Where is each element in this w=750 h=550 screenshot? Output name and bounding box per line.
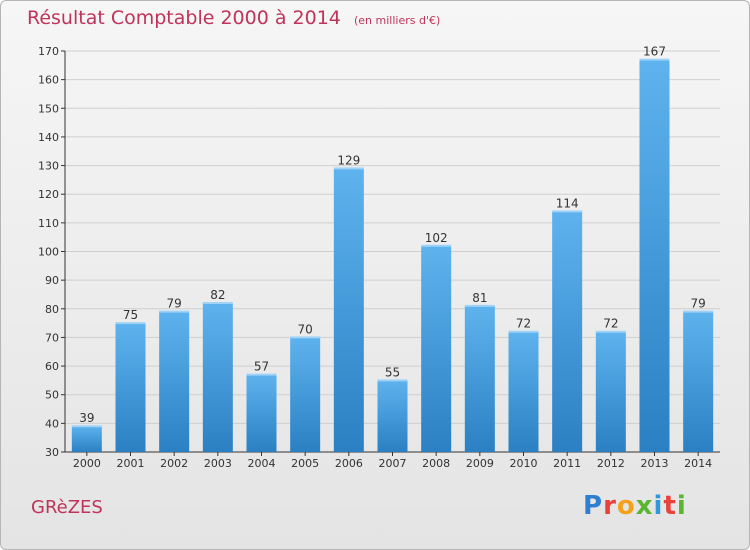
y-tick-label: 80: [45, 303, 59, 316]
y-tick-label: 140: [38, 131, 59, 144]
bar: [202, 303, 233, 452]
bar: [159, 311, 190, 452]
y-tick-label: 100: [38, 246, 59, 259]
x-tick-label: 2000: [73, 457, 101, 470]
data-label: 79: [691, 297, 706, 311]
title-row: Résultat Comptable 2000 à 2014 (en milli…: [27, 7, 440, 29]
logo-letter: r: [603, 491, 617, 521]
data-label: 114: [556, 196, 579, 210]
x-tick-label: 2009: [466, 457, 494, 470]
y-tick-label: 40: [45, 417, 59, 430]
data-label: 82: [210, 288, 225, 302]
x-tick-label: 2003: [204, 457, 232, 470]
bar: [421, 245, 452, 452]
logo-letter: i: [676, 491, 687, 521]
data-label: 79: [167, 297, 182, 311]
chart-subtitle: (en milliers d'€): [353, 14, 441, 27]
proxiti-logo: Proxiti: [583, 491, 687, 521]
bar: [377, 380, 408, 452]
logo-letter: i: [653, 491, 664, 521]
bar: [290, 337, 321, 452]
logo-letter: o: [616, 491, 636, 521]
bar: [639, 59, 670, 452]
y-tick-label: 70: [45, 331, 59, 344]
x-tick-label: 2014: [684, 457, 712, 470]
bar: [333, 168, 364, 452]
y-tick-label: 90: [45, 274, 59, 287]
logo-letter: x: [635, 491, 654, 521]
data-label: 55: [385, 365, 400, 379]
x-tick-label: 2004: [248, 457, 276, 470]
logo-letter: t: [663, 491, 677, 521]
data-label: 129: [337, 153, 360, 167]
data-label: 167: [643, 45, 666, 59]
y-tick-label: 120: [38, 188, 59, 201]
y-tick-label: 110: [38, 217, 59, 230]
bar: [115, 323, 146, 452]
bar: [508, 331, 539, 452]
y-tick-label: 170: [38, 45, 59, 58]
data-label: 57: [254, 360, 269, 374]
bar: [552, 211, 583, 452]
x-tick-label: 2005: [291, 457, 319, 470]
y-tick-label: 30: [45, 446, 59, 459]
x-tick-label: 2002: [160, 457, 188, 470]
x-tick-label: 2007: [379, 457, 407, 470]
commune-name: GRèZES: [31, 497, 103, 518]
bar: [246, 374, 277, 452]
bar: [464, 305, 495, 452]
bar: [71, 426, 102, 452]
bar: [683, 311, 714, 452]
y-tick-label: 50: [45, 389, 59, 402]
y-tick-label: 60: [45, 360, 59, 373]
logo-letter: P: [583, 491, 604, 521]
x-tick-label: 2006: [335, 457, 363, 470]
data-label: 72: [516, 317, 531, 331]
x-tick-label: 2008: [422, 457, 450, 470]
data-label: 72: [603, 317, 618, 331]
x-tick-label: 2010: [510, 457, 538, 470]
data-label: 81: [472, 291, 487, 305]
data-label: 102: [425, 231, 448, 245]
data-label: 39: [79, 411, 94, 425]
x-tick-label: 2012: [597, 457, 625, 470]
data-label: 70: [298, 322, 313, 336]
x-tick-label: 2011: [553, 457, 581, 470]
y-tick-label: 130: [38, 160, 59, 173]
y-tick-label: 160: [38, 74, 59, 87]
bar: [595, 331, 626, 452]
x-tick-label: 2001: [117, 457, 145, 470]
chart-title: Résultat Comptable 2000 à 2014: [27, 7, 341, 29]
y-tick-label: 150: [38, 102, 59, 115]
x-tick-label: 2013: [641, 457, 669, 470]
data-label: 75: [123, 308, 138, 322]
